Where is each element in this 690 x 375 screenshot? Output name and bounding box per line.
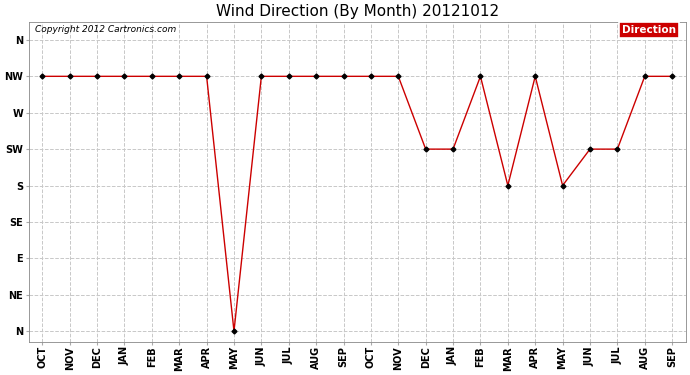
Title: Wind Direction (By Month) 20121012: Wind Direction (By Month) 20121012 <box>216 4 499 19</box>
Text: Direction: Direction <box>622 25 676 35</box>
Text: Copyright 2012 Cartronics.com: Copyright 2012 Cartronics.com <box>35 25 177 34</box>
